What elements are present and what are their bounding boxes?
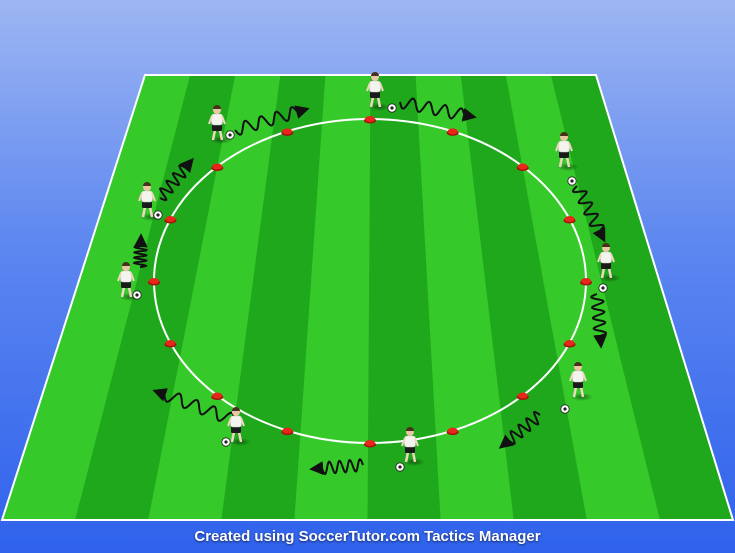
ball (560, 404, 570, 414)
dribble-arrow (590, 293, 608, 349)
ball (225, 130, 235, 140)
cone (211, 163, 224, 171)
dribble-arrow (309, 458, 364, 476)
cone (516, 392, 529, 401)
ball (221, 437, 231, 447)
cone (563, 339, 576, 348)
pitch-stripe (294, 75, 371, 520)
dribble-arrow (498, 410, 541, 449)
player (555, 132, 579, 171)
player-shirt (369, 80, 381, 93)
player-hair (574, 362, 582, 366)
player (597, 243, 621, 282)
cone (563, 216, 576, 224)
player-shorts (559, 151, 569, 158)
player-shorts (405, 446, 415, 453)
ball (598, 283, 608, 293)
players (117, 72, 621, 472)
player-shorts (212, 124, 222, 131)
ball (153, 210, 163, 220)
player-shirt (230, 415, 242, 428)
player-shirt (404, 435, 416, 448)
player-shirt (572, 370, 584, 383)
player-shorts (573, 381, 583, 388)
cone (164, 339, 177, 348)
player-shirt (558, 140, 570, 153)
cone (164, 216, 177, 224)
player (401, 427, 425, 466)
cone (281, 427, 294, 436)
cone (281, 128, 294, 136)
pitch-boundary (0, 74, 735, 521)
player-shorts (231, 426, 241, 433)
dribble-arrow (234, 105, 310, 136)
player (366, 72, 390, 111)
player-shorts (121, 281, 131, 288)
dribble-arrow (571, 185, 606, 243)
dribble-arrow (158, 157, 194, 202)
ball (132, 290, 142, 300)
cone (580, 278, 592, 286)
player-shirt (120, 270, 132, 283)
player-shirt (141, 190, 153, 203)
dribble-arrows (132, 97, 608, 476)
caption: Created using SoccerTutor.com Tactics Ma… (194, 528, 541, 545)
player (227, 407, 251, 446)
dribble-arrow (152, 388, 235, 422)
player-hair (213, 105, 221, 109)
pitch-stripe (415, 75, 514, 520)
player-shirt (211, 113, 223, 126)
cone (211, 392, 224, 401)
player-hair (143, 182, 151, 186)
pitch (0, 74, 735, 521)
cone (446, 128, 459, 136)
player-shorts (142, 201, 152, 208)
player-hair (232, 407, 240, 411)
cone-markers (148, 116, 592, 448)
cone (148, 278, 160, 286)
player (569, 362, 593, 401)
cone (364, 116, 376, 124)
pitch-stripe (148, 75, 281, 520)
ball (567, 176, 577, 186)
ball (395, 462, 405, 472)
player-shorts (601, 262, 611, 269)
player-shirt (600, 251, 612, 264)
cone (446, 427, 459, 436)
player-hair (602, 243, 610, 247)
player-hair (122, 262, 130, 266)
ball (387, 103, 397, 113)
cone (516, 163, 529, 171)
player (208, 105, 232, 144)
dribble-arrow (399, 97, 477, 122)
player-hair (406, 427, 414, 431)
player-shorts (370, 91, 380, 98)
dribble-arrow (132, 233, 149, 268)
cone (364, 440, 376, 448)
player-hair (371, 72, 379, 76)
player-hair (560, 132, 568, 136)
